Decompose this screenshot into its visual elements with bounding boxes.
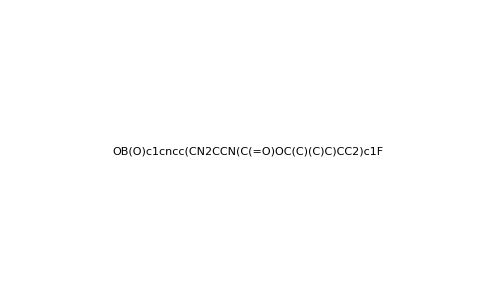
Text: OB(O)c1cncc(CN2CCN(C(=O)OC(C)(C)C)CC2)c1F: OB(O)c1cncc(CN2CCN(C(=O)OC(C)(C)C)CC2)c1… [112,146,384,157]
